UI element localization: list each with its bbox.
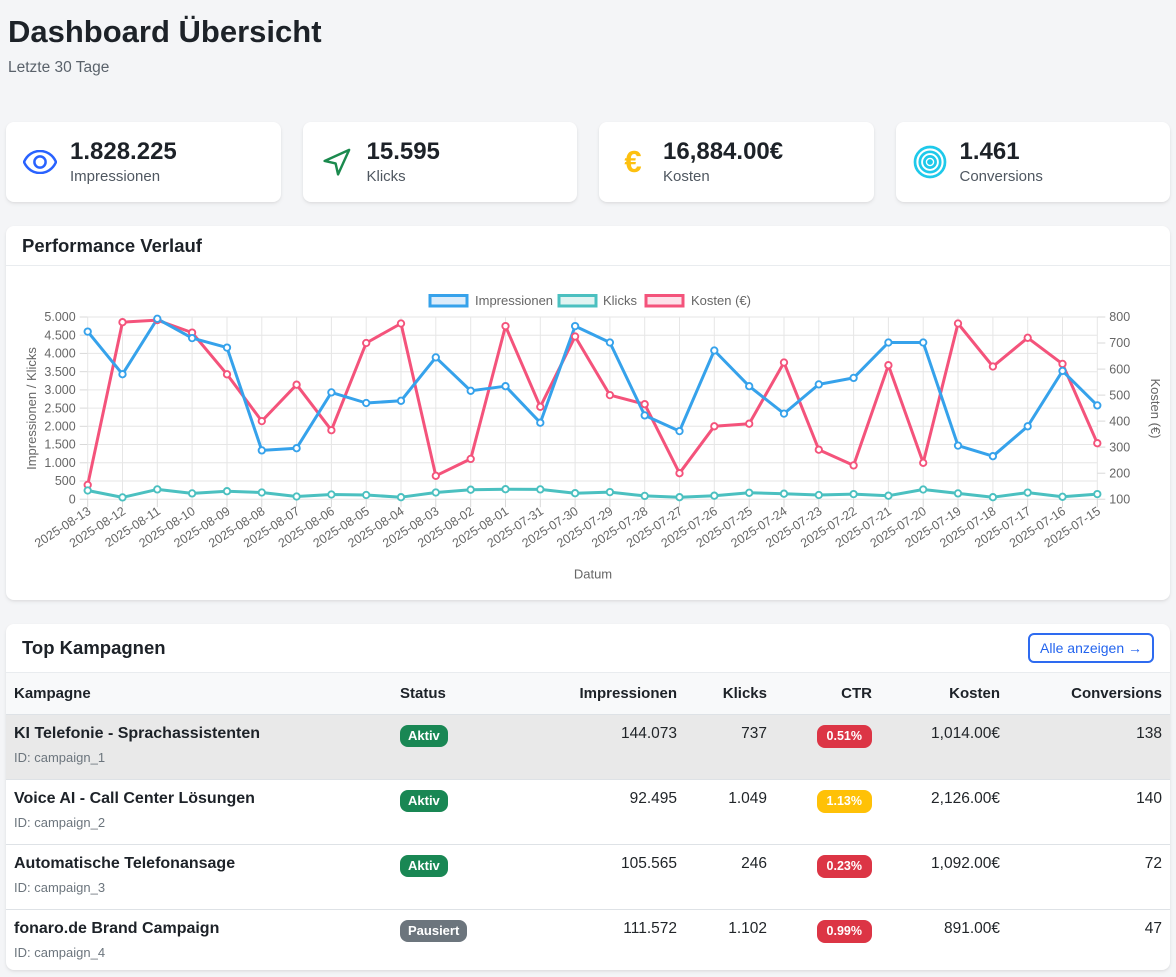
svg-text:200: 200	[1109, 466, 1130, 480]
svg-text:Impressionen: Impressionen	[475, 293, 553, 308]
svg-text:Kosten (€): Kosten (€)	[1148, 379, 1163, 439]
svg-text:3.500: 3.500	[44, 365, 75, 379]
svg-text:0: 0	[69, 492, 76, 506]
svg-text:Datum: Datum	[574, 566, 612, 581]
svg-text:Kosten (€): Kosten (€)	[691, 293, 751, 308]
svg-text:4.000: 4.000	[44, 347, 75, 361]
svg-text:€: €	[624, 147, 641, 177]
svg-text:500: 500	[55, 474, 76, 488]
svg-text:1.500: 1.500	[44, 438, 75, 452]
svg-text:100: 100	[1109, 492, 1130, 506]
svg-text:800: 800	[1109, 310, 1130, 324]
svg-text:2.000: 2.000	[44, 420, 75, 434]
svg-text:Impressionen / Klicks: Impressionen / Klicks	[24, 347, 39, 470]
svg-text:400: 400	[1109, 414, 1130, 428]
svg-text:3.000: 3.000	[44, 383, 75, 397]
svg-text:300: 300	[1109, 440, 1130, 454]
svg-text:700: 700	[1109, 336, 1130, 350]
svg-text:2.500: 2.500	[44, 401, 75, 415]
svg-text:4.500: 4.500	[44, 328, 75, 342]
svg-text:600: 600	[1109, 362, 1130, 376]
svg-text:1.000: 1.000	[44, 456, 75, 470]
svg-text:Klicks: Klicks	[603, 293, 637, 308]
svg-text:500: 500	[1109, 388, 1130, 402]
svg-text:5.000: 5.000	[44, 310, 75, 324]
